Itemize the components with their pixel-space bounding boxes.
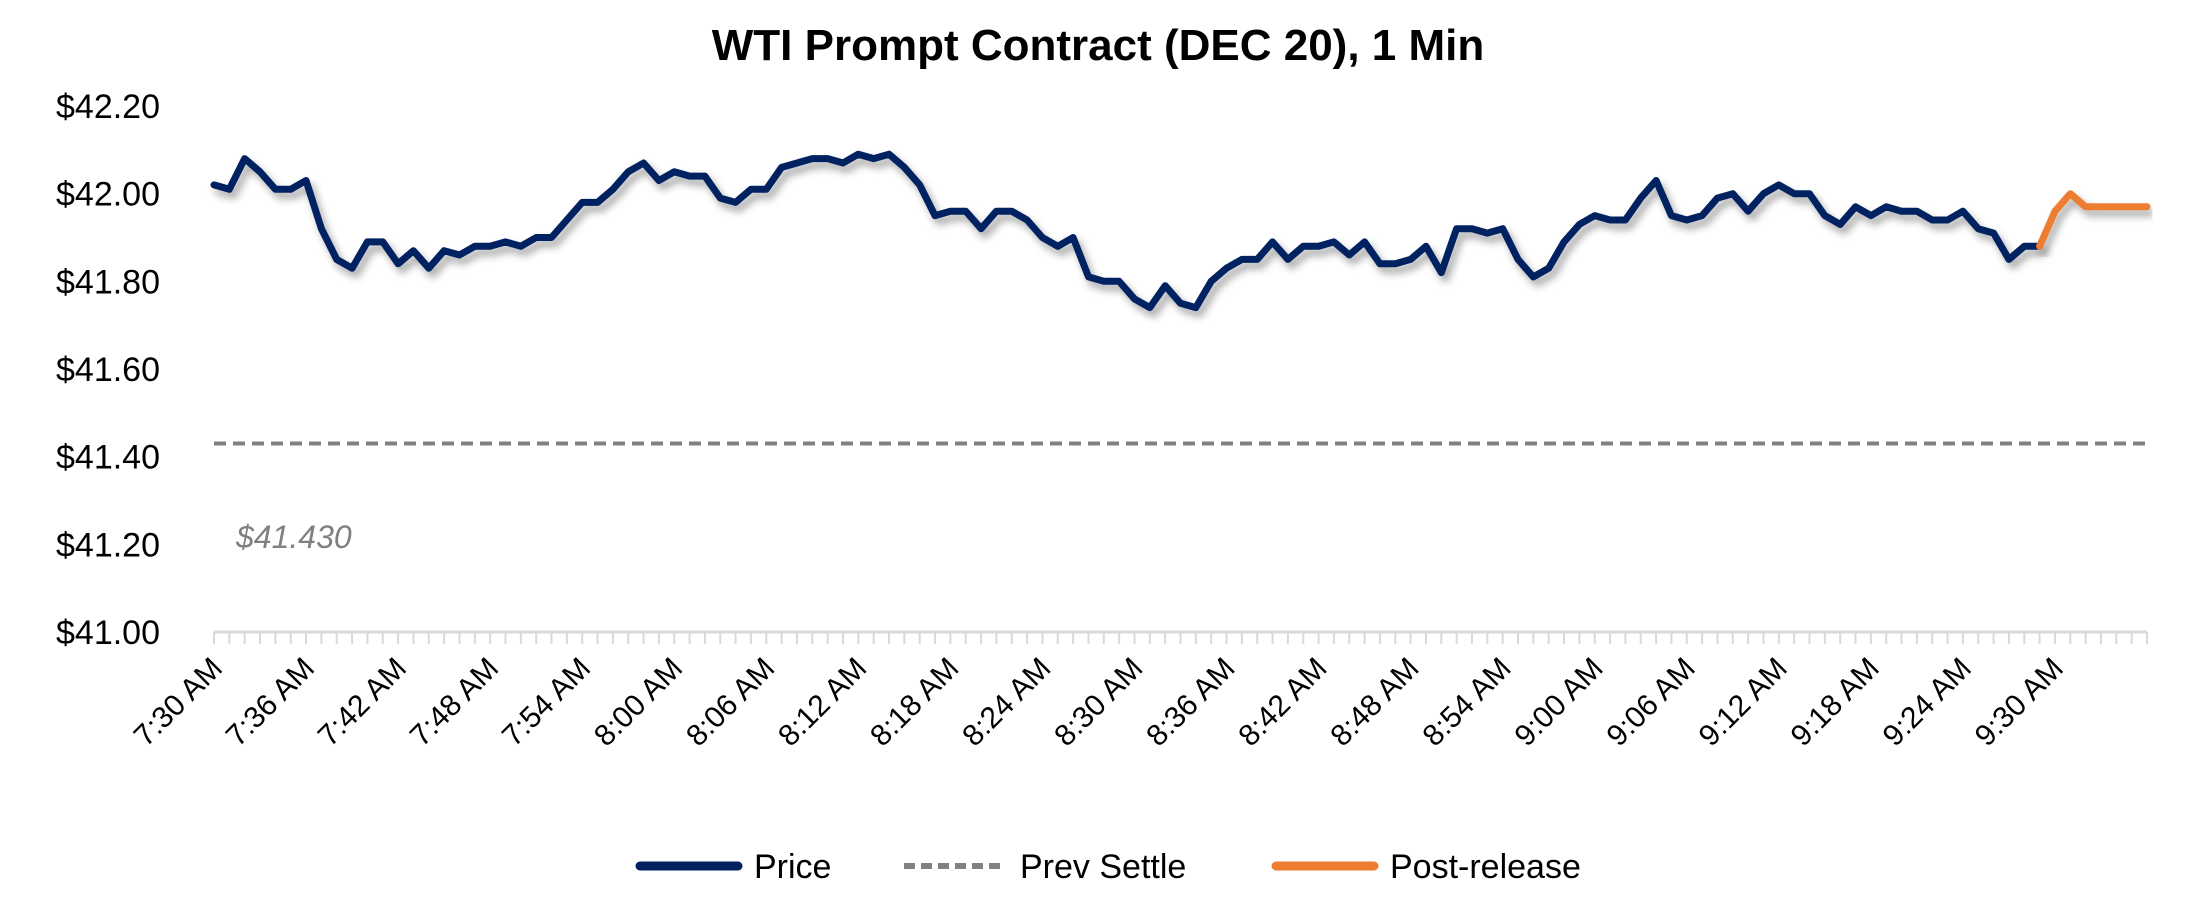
plot-area	[210, 150, 2151, 446]
x-tick-label: 9:06 AM	[1601, 652, 1702, 753]
price-line	[210, 150, 2044, 312]
y-tick-label: $41.60	[56, 351, 160, 389]
y-tick-label: $42.00	[56, 176, 160, 214]
x-tick-label: 8:24 AM	[956, 652, 1057, 753]
post-release-line	[2036, 190, 2151, 250]
y-tick-label: $41.20	[56, 526, 160, 564]
x-tick-label: 9:18 AM	[1785, 652, 1886, 753]
x-tick-label: 7:42 AM	[312, 652, 413, 753]
y-tick-label: $41.40	[56, 439, 160, 477]
x-tick-label: 8:18 AM	[864, 652, 965, 753]
x-tick-label: 8:42 AM	[1232, 652, 1333, 753]
x-tick-label: 7:30 AM	[128, 652, 229, 753]
x-tick-label: 8:00 AM	[588, 652, 689, 753]
x-tick-label: 9:00 AM	[1508, 652, 1609, 753]
y-tick-label: $41.00	[56, 614, 160, 652]
y-tick-label: $42.20	[56, 88, 160, 126]
x-tick-label: 8:36 AM	[1140, 652, 1241, 753]
y-tick-label: $41.80	[56, 263, 160, 301]
x-axis: 7:30 AM7:36 AM7:42 AM7:48 AM7:54 AM8:00 …	[128, 630, 2148, 753]
x-tick-label: 7:36 AM	[220, 652, 321, 753]
x-tick-label: 7:48 AM	[404, 652, 505, 753]
x-tick-label: 8:54 AM	[1416, 652, 1517, 753]
x-tick-label: 7:54 AM	[496, 652, 597, 753]
x-tick-label: 8:12 AM	[772, 652, 873, 753]
x-tick-label: 8:06 AM	[680, 652, 781, 753]
chart-title: WTI Prompt Contract (DEC 20), 1 Min	[712, 21, 1484, 70]
x-tick-label: 9:12 AM	[1693, 652, 1794, 753]
y-axis: $41.00 $41.20 $41.40 $41.60 $41.80 $42.00 $42.…	[56, 88, 160, 652]
legend-label-prev-settle: Prev Settle	[1020, 848, 1186, 886]
legend: Price Prev Settle Post-release	[635, 848, 1581, 886]
x-tick-label: 8:48 AM	[1324, 652, 1425, 753]
legend-label-post-release: Post-release	[1390, 848, 1581, 886]
x-tick-label: 8:30 AM	[1048, 652, 1149, 753]
prev-settle-label: $41.430	[235, 519, 352, 555]
x-tick-label: 9:30 AM	[1969, 652, 2070, 753]
x-tick-label: 9:24 AM	[1877, 652, 1978, 753]
legend-label-price: Price	[754, 848, 831, 886]
